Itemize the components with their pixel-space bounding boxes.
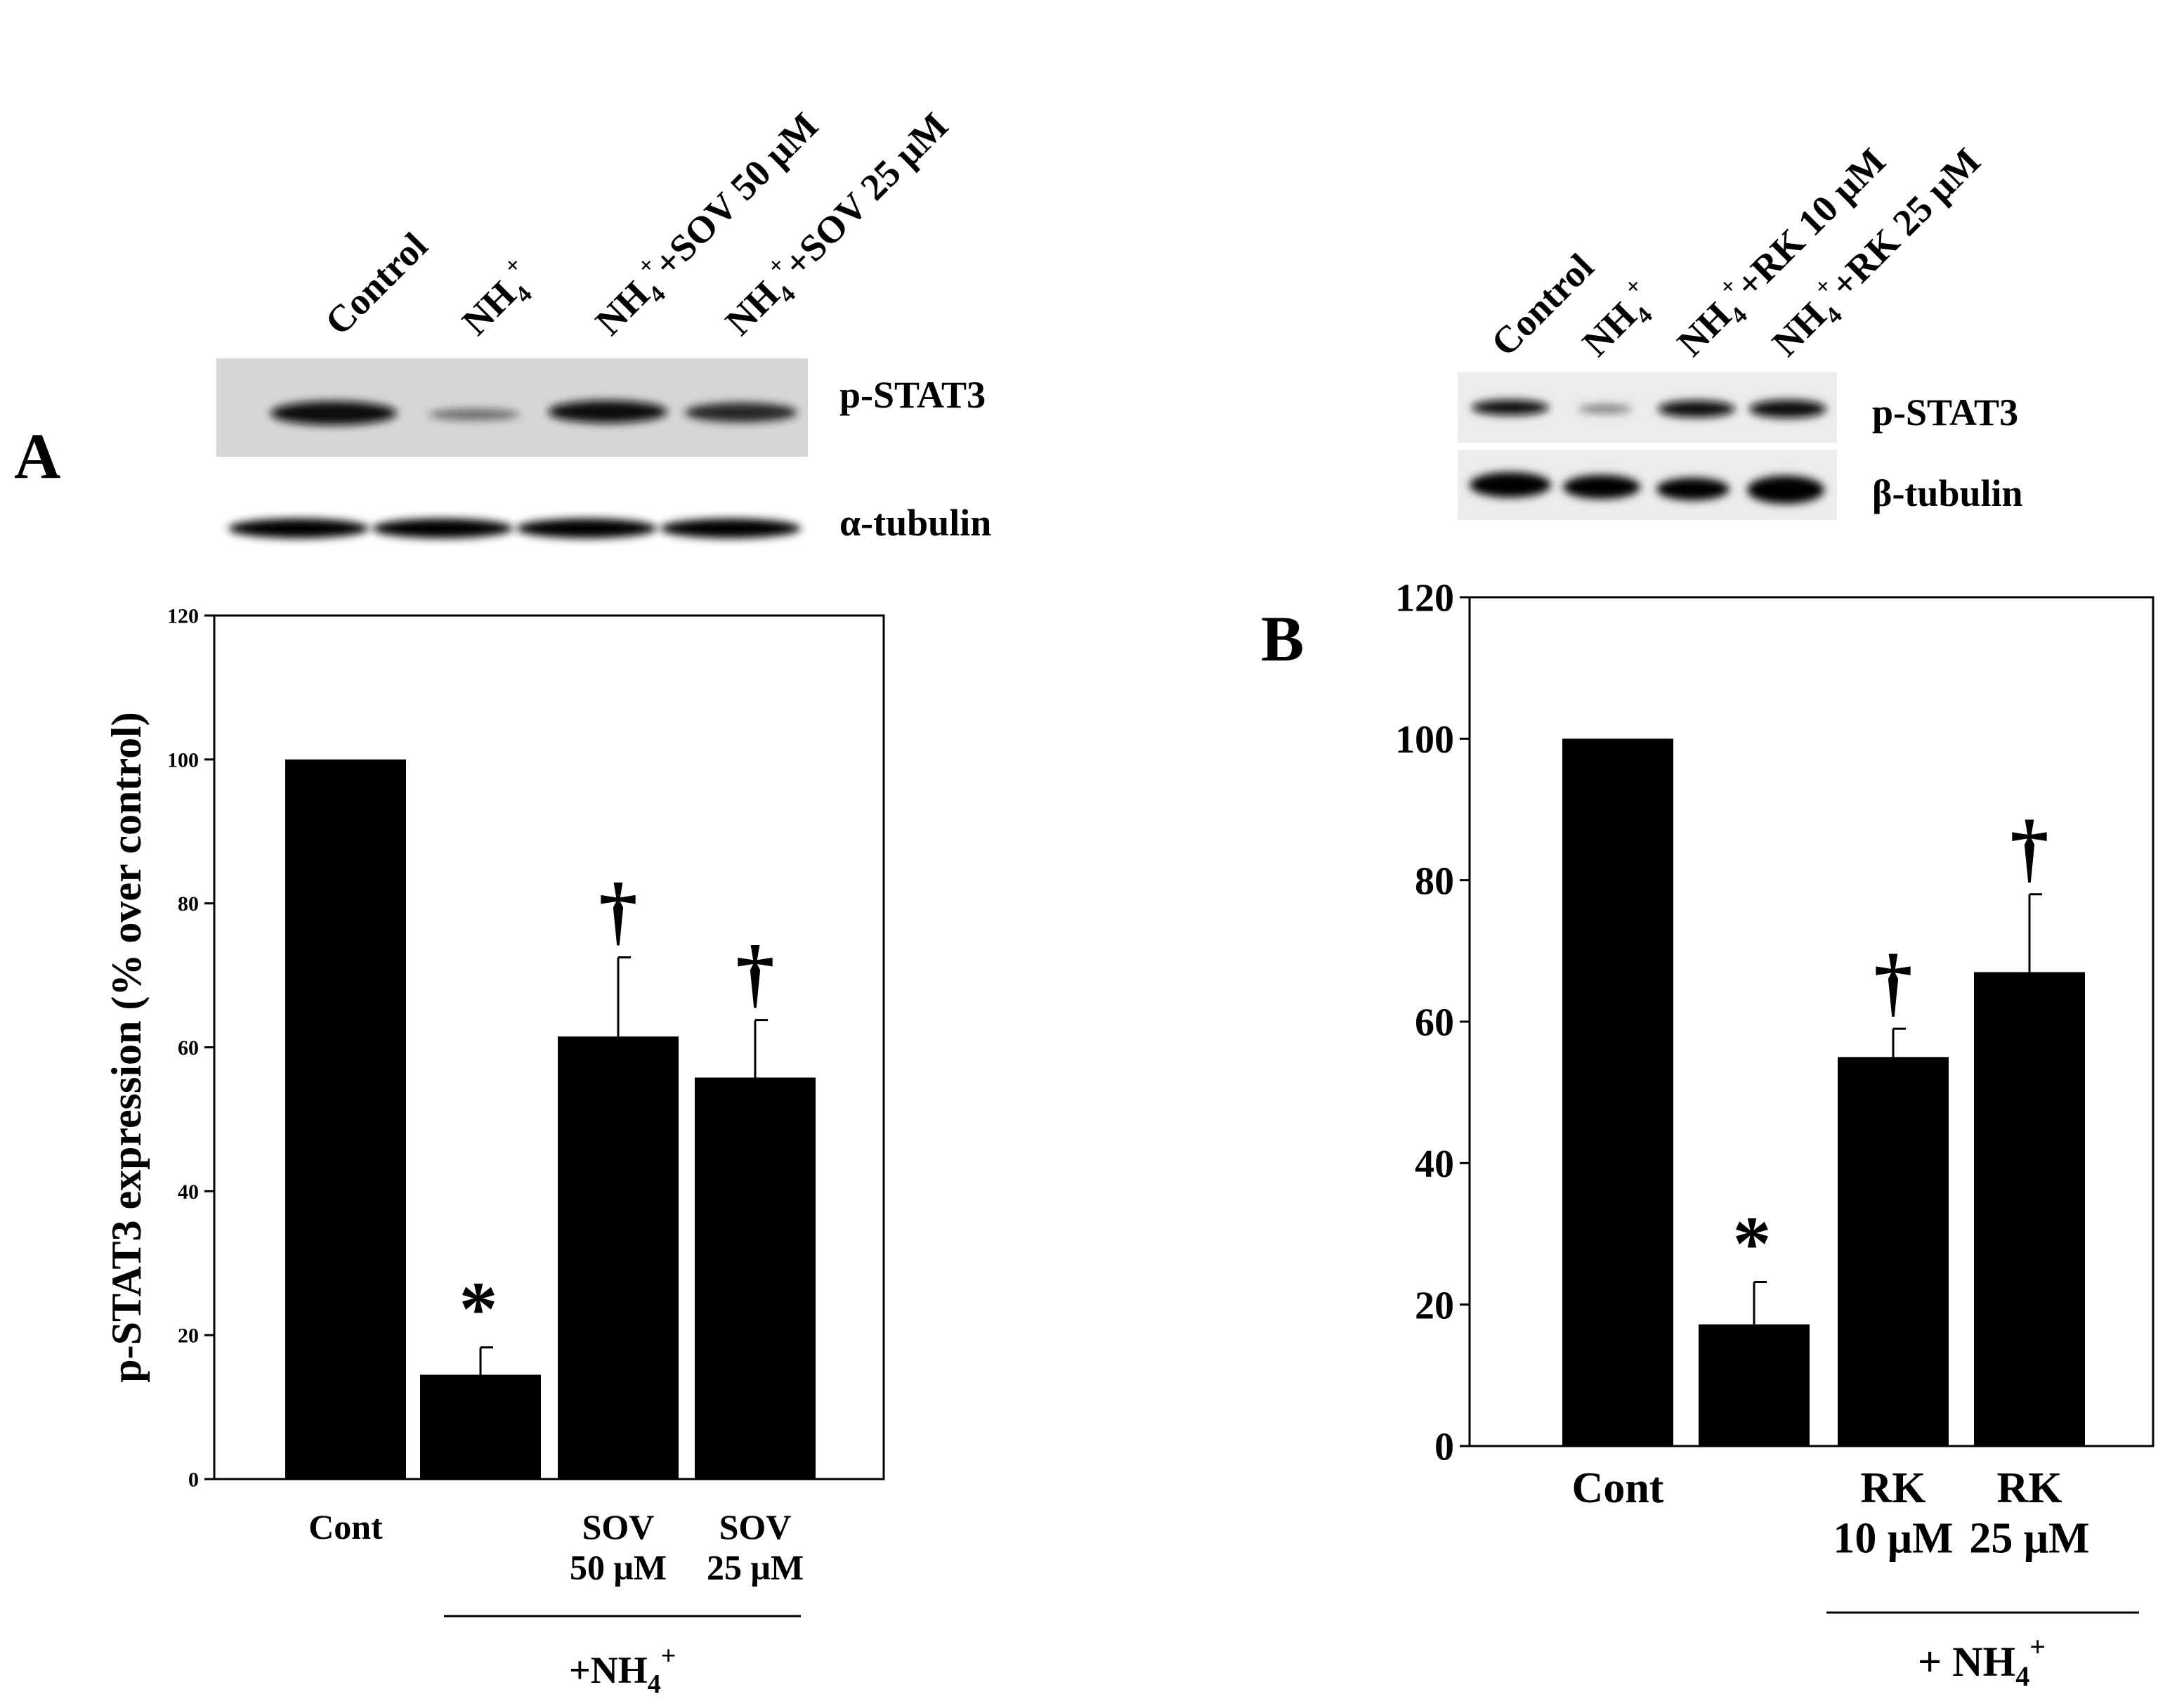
band — [429, 409, 520, 420]
bar — [1699, 1324, 1810, 1446]
band — [685, 403, 797, 422]
y-tick-label: 80 — [178, 892, 199, 916]
significance-dagger: † — [2010, 805, 2049, 890]
y-tick-label: 60 — [1415, 1001, 1454, 1045]
panel-a-lane-labels: Control NH4+ NH4++SOV 50 μM NH4++SOV 25 … — [317, 101, 961, 349]
significance-dagger: † — [1874, 939, 1913, 1024]
y-tick-label: 120 — [167, 605, 199, 628]
panel-a-blot-label-pstat3: p-STAT3 — [839, 374, 986, 416]
y-tick-label: 20 — [1415, 1284, 1454, 1327]
y-tick-label: 40 — [1415, 1143, 1454, 1186]
panel-b-blot-pstat3 — [1458, 372, 1837, 443]
band — [1749, 400, 1826, 418]
category-label: Cont — [308, 1507, 383, 1547]
lane-label-control: Control — [317, 224, 436, 343]
panel-a-letter: A — [14, 420, 60, 492]
panel-a-group-label: +NH4+ — [569, 1641, 676, 1699]
significance-star: * — [1733, 1200, 1772, 1286]
band — [270, 401, 397, 425]
category-label: Cont — [1572, 1464, 1664, 1512]
y-tick-label: 0 — [1434, 1426, 1454, 1469]
lane-label-nh4-sov25: NH4++SOV 25 μM — [714, 101, 961, 349]
significance-dagger: † — [736, 930, 775, 1016]
panel-a-blot-label-tubulin: α-tubulin — [839, 502, 991, 544]
band — [1472, 400, 1549, 415]
y-tick-label: 100 — [167, 748, 199, 772]
lane-label-control: Control — [1483, 245, 1602, 364]
panel-b-blot-label-tubulin: β-tubulin — [1872, 472, 2023, 514]
band — [1578, 405, 1632, 413]
y-axis-label: p-STAT3 expression (% over control) — [103, 712, 150, 1382]
panel-a-blot-pstat3 — [216, 358, 808, 457]
significance-dagger: † — [599, 867, 638, 953]
band — [1563, 475, 1640, 499]
band — [1747, 476, 1824, 504]
category-label: RK — [1997, 1464, 2062, 1512]
y-tick-label: 60 — [178, 1036, 199, 1060]
panel-b-lane-labels: Control NH4+ NH4++RK 10 μM NH4++RK 25 μM — [1483, 140, 1988, 364]
panel-a-chart: 0 20 40 60 80 100 120 p-STAT3 expression (% ove… — [103, 605, 885, 1587]
panel-b-blot-tubulin — [1458, 450, 1837, 520]
bar — [1838, 1057, 1949, 1446]
bar — [420, 1374, 541, 1479]
category-label: 10 μM — [1833, 1514, 1953, 1562]
significance-star: * — [459, 1266, 498, 1352]
y-tick-label: 120 — [1395, 577, 1454, 620]
category-label: 25 μM — [707, 1548, 804, 1587]
y-tick-label: 20 — [178, 1324, 199, 1348]
band — [1470, 472, 1551, 497]
category-label: 25 μM — [1969, 1514, 2089, 1562]
bar — [695, 1077, 816, 1479]
band — [372, 519, 513, 538]
band — [1658, 401, 1735, 417]
panel-b-letter: B — [1261, 603, 1304, 675]
y-tick-label: 0 — [188, 1469, 199, 1492]
band — [1656, 478, 1729, 500]
bar — [285, 759, 406, 1479]
lane-label-nh4-sov50: NH4++SOV 50 μM — [584, 101, 831, 349]
bar — [558, 1036, 679, 1479]
panel-b-group-label: + NH4+ — [1918, 1631, 2046, 1692]
band — [228, 519, 369, 538]
panel-b-blot-label-pstat3: p-STAT3 — [1872, 391, 2018, 434]
category-label: SOV — [582, 1507, 655, 1547]
y-tick-label: 100 — [1395, 718, 1454, 762]
category-label: 50 μM — [570, 1548, 667, 1587]
category-label: RK — [1861, 1464, 1926, 1512]
panel-a-blot-tubulin — [228, 519, 801, 538]
y-tick-label: 40 — [178, 1180, 199, 1204]
band — [548, 401, 667, 423]
y-tick-label: 80 — [1415, 859, 1454, 903]
lane-label-nh4: NH4+ — [450, 252, 547, 348]
bar — [1974, 972, 2085, 1446]
bar — [1562, 738, 1673, 1446]
category-label: SOV — [719, 1507, 792, 1547]
band — [516, 519, 657, 538]
band — [660, 519, 801, 538]
